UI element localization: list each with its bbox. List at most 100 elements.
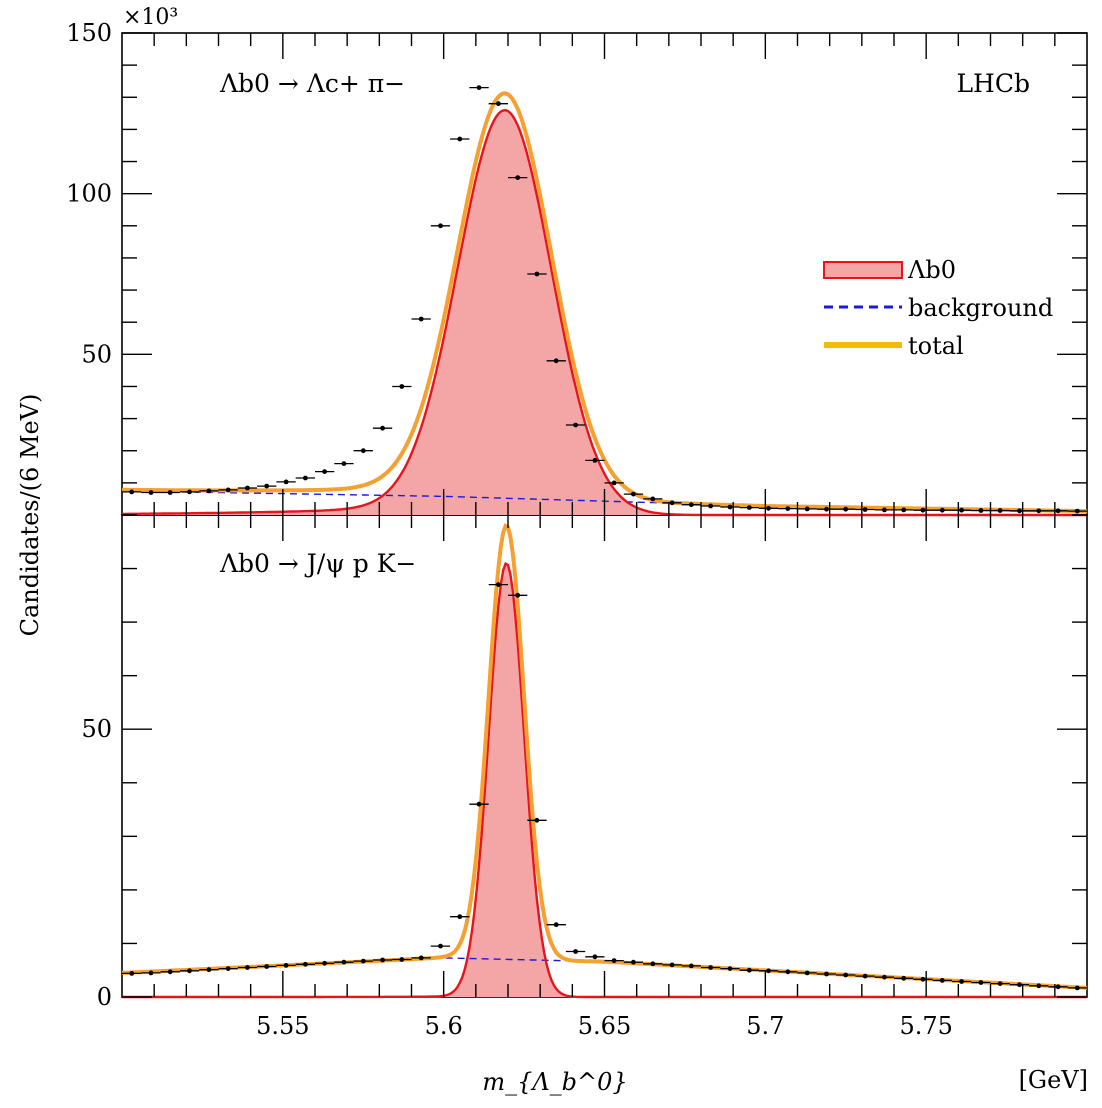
data-point bbox=[438, 943, 443, 949]
data-point bbox=[650, 496, 656, 502]
data-point bbox=[573, 949, 578, 954]
data-point bbox=[496, 101, 501, 107]
data-point bbox=[611, 480, 617, 486]
x-tick-label: 5.65 bbox=[578, 1012, 631, 1040]
data-point bbox=[225, 487, 231, 493]
data-point bbox=[804, 970, 810, 976]
data-point bbox=[148, 970, 154, 976]
data-point bbox=[1074, 508, 1080, 514]
data-point bbox=[688, 963, 694, 969]
data-point bbox=[360, 448, 366, 454]
legend-signal-label: Λb0 bbox=[907, 256, 956, 284]
experiment-label: LHCb bbox=[956, 69, 1030, 98]
bottom-panel-frame bbox=[121, 514, 1088, 998]
data-point bbox=[997, 981, 1003, 986]
bottom-panel-decay-label: Λb0 → J/ψ p K− bbox=[219, 549, 416, 578]
data-point bbox=[515, 175, 521, 181]
x-axis-unit: [GeV] bbox=[1019, 1066, 1088, 1094]
data-point bbox=[688, 502, 694, 508]
data-point bbox=[1036, 983, 1042, 989]
data-point bbox=[959, 507, 964, 513]
data-point bbox=[1036, 508, 1042, 514]
y-tick-label: 100 bbox=[66, 180, 112, 208]
data-points bbox=[122, 85, 1087, 991]
data-point bbox=[746, 967, 752, 973]
data-point bbox=[283, 479, 289, 485]
tick-labels: 50 100 150 0 50 5.55 5.6 5.65 5.7 5.75 bbox=[66, 19, 953, 1040]
data-point bbox=[515, 592, 521, 598]
data-point bbox=[882, 507, 887, 513]
data-point bbox=[341, 959, 347, 965]
data-point bbox=[824, 506, 829, 512]
data-point bbox=[341, 461, 347, 466]
data-point bbox=[939, 978, 945, 983]
data-point bbox=[380, 957, 385, 963]
data-point bbox=[129, 489, 135, 495]
data-point bbox=[592, 954, 598, 960]
data-point bbox=[1074, 985, 1080, 991]
x-tick-label: 5.6 bbox=[425, 1012, 463, 1040]
data-point bbox=[418, 316, 424, 322]
data-point bbox=[920, 976, 926, 982]
y-tick-label: 150 bbox=[66, 19, 112, 47]
data-point bbox=[708, 503, 713, 509]
data-point bbox=[167, 490, 173, 495]
legend-background-label: background bbox=[908, 294, 1053, 322]
data-point bbox=[1055, 508, 1061, 514]
data-point bbox=[418, 955, 424, 961]
data-point bbox=[1017, 982, 1022, 988]
data-point bbox=[669, 962, 675, 968]
legend-total-label: total bbox=[908, 332, 964, 360]
data-point bbox=[804, 506, 810, 512]
data-point bbox=[611, 958, 617, 963]
data-point bbox=[862, 507, 868, 512]
panel-1-signal-fill bbox=[122, 563, 1087, 997]
data-point bbox=[939, 507, 945, 513]
data-point bbox=[129, 971, 135, 976]
data-point bbox=[959, 979, 964, 984]
data-point bbox=[245, 965, 250, 970]
data-point bbox=[283, 963, 289, 968]
data-point bbox=[322, 960, 327, 966]
data-point bbox=[901, 975, 907, 981]
data-point bbox=[264, 483, 270, 489]
data-point bbox=[167, 969, 173, 975]
data-point bbox=[303, 961, 308, 967]
data-point bbox=[1055, 984, 1061, 990]
data-point bbox=[843, 506, 849, 512]
data-point bbox=[766, 505, 771, 511]
x-tick-label: 5.7 bbox=[746, 1012, 784, 1040]
data-point bbox=[360, 958, 366, 964]
legend-signal-swatch bbox=[823, 261, 903, 279]
data-point bbox=[631, 491, 636, 497]
data-point bbox=[1017, 508, 1022, 514]
panel-1-signal-curve bbox=[122, 561, 1087, 999]
y-tick-label: 50 bbox=[81, 340, 112, 368]
data-point bbox=[882, 974, 887, 980]
data-point bbox=[534, 817, 540, 823]
data-point bbox=[785, 506, 791, 511]
data-point bbox=[727, 966, 733, 971]
data-point bbox=[380, 425, 385, 431]
data-point bbox=[534, 271, 540, 277]
y-scale-label: ×10³ bbox=[123, 5, 178, 30]
x-axis-title: m_{Λ_b^0} bbox=[482, 1068, 627, 1096]
data-point bbox=[843, 972, 849, 978]
data-point bbox=[399, 384, 405, 389]
x-tick-label: 5.75 bbox=[899, 1012, 952, 1040]
data-point bbox=[631, 959, 636, 965]
y-tick-label: 50 bbox=[81, 715, 112, 743]
data-point bbox=[438, 223, 443, 229]
data-point bbox=[148, 490, 154, 495]
top-panel-decay-label: Λb0 → Λc+ π− bbox=[219, 69, 405, 98]
data-point bbox=[457, 914, 463, 920]
data-point bbox=[206, 488, 212, 494]
data-point bbox=[901, 507, 907, 513]
x-tick-label: 5.55 bbox=[256, 1012, 309, 1040]
data-point bbox=[978, 980, 984, 985]
data-point bbox=[592, 458, 598, 463]
data-point bbox=[766, 968, 771, 974]
data-point bbox=[978, 508, 984, 513]
data-point bbox=[476, 801, 482, 807]
data-point bbox=[187, 489, 192, 495]
